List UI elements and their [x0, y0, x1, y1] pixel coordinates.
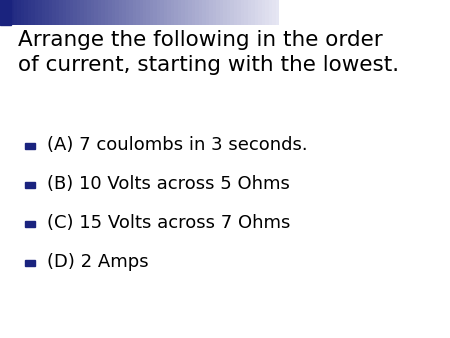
FancyBboxPatch shape — [157, 0, 161, 25]
FancyBboxPatch shape — [0, 0, 4, 25]
FancyBboxPatch shape — [199, 0, 202, 25]
FancyBboxPatch shape — [143, 0, 147, 25]
FancyBboxPatch shape — [104, 0, 108, 25]
FancyBboxPatch shape — [195, 0, 199, 25]
Text: (C) 15 Volts across 7 Ohms: (C) 15 Volts across 7 Ohms — [47, 214, 291, 232]
FancyBboxPatch shape — [237, 0, 241, 25]
FancyBboxPatch shape — [24, 0, 28, 25]
FancyBboxPatch shape — [230, 0, 234, 25]
FancyBboxPatch shape — [59, 0, 63, 25]
FancyBboxPatch shape — [35, 0, 39, 25]
FancyBboxPatch shape — [216, 0, 220, 25]
FancyBboxPatch shape — [136, 0, 140, 25]
FancyBboxPatch shape — [7, 0, 11, 25]
FancyBboxPatch shape — [133, 0, 136, 25]
FancyBboxPatch shape — [258, 0, 262, 25]
FancyBboxPatch shape — [175, 0, 178, 25]
FancyBboxPatch shape — [21, 0, 25, 25]
FancyBboxPatch shape — [49, 0, 53, 25]
FancyBboxPatch shape — [66, 0, 70, 25]
Text: (A) 7 coulombs in 3 seconds.: (A) 7 coulombs in 3 seconds. — [47, 136, 308, 154]
FancyBboxPatch shape — [153, 0, 158, 25]
FancyBboxPatch shape — [56, 0, 60, 25]
FancyBboxPatch shape — [160, 0, 164, 25]
FancyBboxPatch shape — [52, 0, 56, 25]
FancyBboxPatch shape — [4, 0, 7, 25]
FancyBboxPatch shape — [38, 0, 42, 25]
FancyBboxPatch shape — [234, 0, 238, 25]
FancyBboxPatch shape — [244, 0, 248, 25]
FancyBboxPatch shape — [112, 0, 116, 25]
FancyBboxPatch shape — [28, 0, 32, 25]
FancyBboxPatch shape — [119, 0, 122, 25]
FancyBboxPatch shape — [261, 0, 266, 25]
FancyBboxPatch shape — [98, 0, 102, 25]
FancyBboxPatch shape — [213, 0, 216, 25]
Text: (D) 2 Amps: (D) 2 Amps — [47, 253, 149, 271]
FancyBboxPatch shape — [80, 0, 84, 25]
FancyBboxPatch shape — [209, 0, 213, 25]
FancyBboxPatch shape — [248, 0, 252, 25]
FancyBboxPatch shape — [181, 0, 185, 25]
Text: (B) 10 Volts across 5 Ohms: (B) 10 Volts across 5 Ohms — [47, 175, 290, 193]
Bar — [25, 260, 35, 266]
FancyBboxPatch shape — [167, 0, 171, 25]
Bar — [0, 0, 11, 25]
FancyBboxPatch shape — [206, 0, 210, 25]
FancyBboxPatch shape — [140, 0, 144, 25]
FancyBboxPatch shape — [255, 0, 258, 25]
FancyBboxPatch shape — [76, 0, 81, 25]
FancyBboxPatch shape — [171, 0, 175, 25]
FancyBboxPatch shape — [150, 0, 154, 25]
FancyBboxPatch shape — [18, 0, 22, 25]
FancyBboxPatch shape — [115, 0, 119, 25]
FancyBboxPatch shape — [91, 0, 94, 25]
FancyBboxPatch shape — [94, 0, 98, 25]
FancyBboxPatch shape — [126, 0, 130, 25]
FancyBboxPatch shape — [220, 0, 224, 25]
FancyBboxPatch shape — [129, 0, 133, 25]
FancyBboxPatch shape — [10, 0, 14, 25]
Bar — [25, 221, 35, 227]
FancyBboxPatch shape — [108, 0, 112, 25]
FancyBboxPatch shape — [202, 0, 206, 25]
FancyBboxPatch shape — [147, 0, 150, 25]
Bar — [25, 143, 35, 149]
FancyBboxPatch shape — [275, 0, 279, 25]
Text: Arrange the following in the order
of current, starting with the lowest.: Arrange the following in the order of cu… — [18, 30, 399, 75]
FancyBboxPatch shape — [178, 0, 182, 25]
FancyBboxPatch shape — [122, 0, 126, 25]
FancyBboxPatch shape — [185, 0, 189, 25]
FancyBboxPatch shape — [73, 0, 77, 25]
FancyBboxPatch shape — [70, 0, 74, 25]
FancyBboxPatch shape — [192, 0, 196, 25]
FancyBboxPatch shape — [265, 0, 269, 25]
FancyBboxPatch shape — [63, 0, 67, 25]
FancyBboxPatch shape — [84, 0, 88, 25]
FancyBboxPatch shape — [272, 0, 276, 25]
FancyBboxPatch shape — [241, 0, 245, 25]
FancyBboxPatch shape — [45, 0, 50, 25]
FancyBboxPatch shape — [14, 0, 18, 25]
FancyBboxPatch shape — [223, 0, 227, 25]
FancyBboxPatch shape — [251, 0, 255, 25]
FancyBboxPatch shape — [269, 0, 273, 25]
FancyBboxPatch shape — [87, 0, 91, 25]
FancyBboxPatch shape — [189, 0, 192, 25]
Bar — [25, 182, 35, 188]
FancyBboxPatch shape — [101, 0, 105, 25]
FancyBboxPatch shape — [32, 0, 35, 25]
FancyBboxPatch shape — [164, 0, 168, 25]
FancyBboxPatch shape — [42, 0, 46, 25]
FancyBboxPatch shape — [227, 0, 231, 25]
